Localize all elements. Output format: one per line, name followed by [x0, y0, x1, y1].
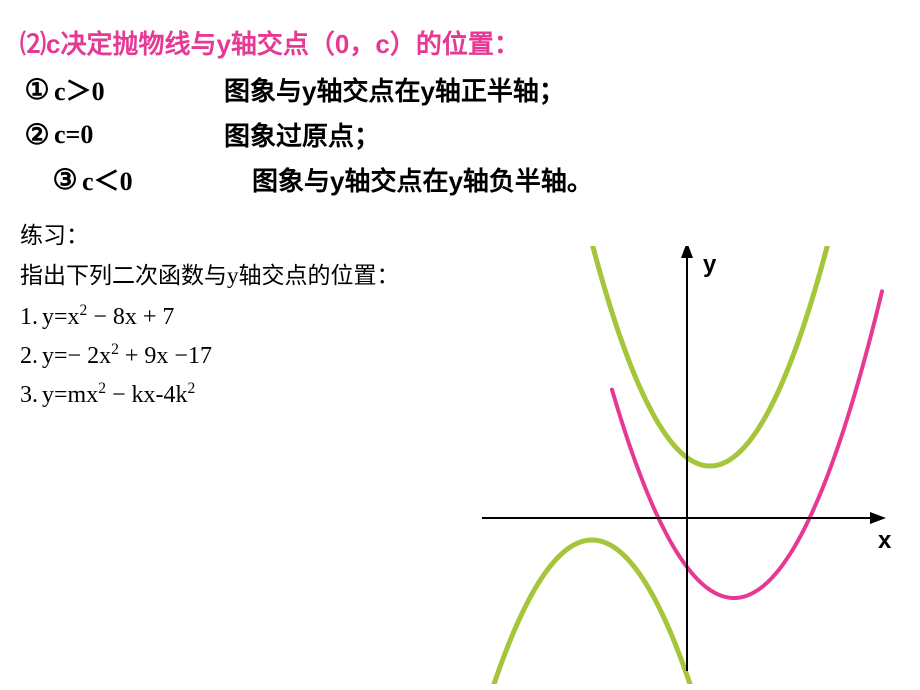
rule-number: ②	[20, 118, 54, 151]
rule-2: ② c=0 图象过原点；	[20, 116, 900, 153]
rule-number: ③	[48, 163, 82, 196]
svg-text:x: x	[878, 527, 892, 554]
section-title: ⑵c决定抛物线与y轴交点（0，c）的位置：	[20, 24, 900, 61]
rule-1: ① c＞0 图象与y轴交点在y轴正半轴；	[20, 71, 900, 108]
rule-number: ①	[20, 73, 54, 106]
rule-3: ③ c＜0 图象与y轴交点在y轴负半轴。	[20, 161, 900, 198]
rule-desc: 图象过原点；	[224, 116, 380, 153]
rule-desc: 图象与y轴交点在y轴正半轴；	[224, 71, 565, 108]
practice-label: 练习：	[20, 216, 900, 250]
rule-desc: 图象与y轴交点在y轴负半轴。	[252, 161, 593, 198]
rule-condition: c=0	[54, 120, 224, 150]
rule-condition: c＜0	[82, 161, 252, 198]
svg-text:y: y	[703, 251, 717, 278]
rule-condition: c＞0	[54, 71, 224, 108]
parabola-chart: xy	[472, 246, 902, 684]
